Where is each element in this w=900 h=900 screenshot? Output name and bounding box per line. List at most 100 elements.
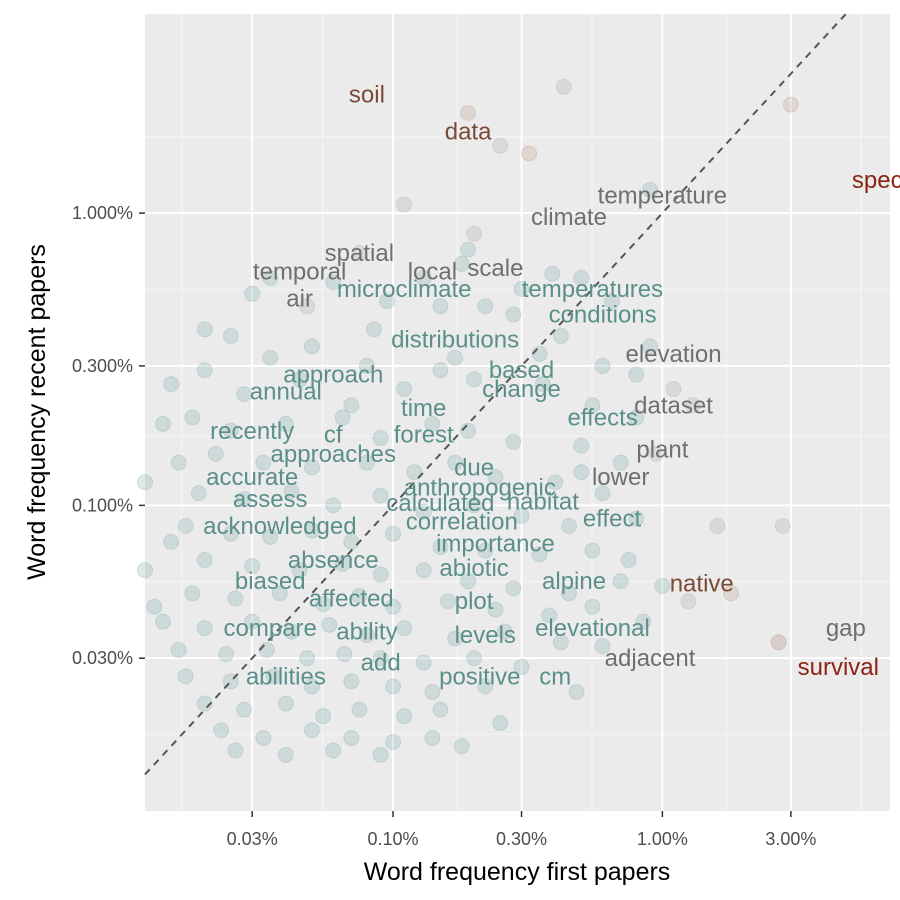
data-point (547, 474, 564, 491)
plot-panel (145, 14, 890, 811)
data-point (505, 306, 522, 323)
word-label-add: add (361, 649, 401, 676)
data-point (447, 454, 464, 471)
data-point (424, 415, 441, 432)
word-label-effect: effect (583, 506, 642, 533)
data-point (325, 274, 342, 291)
data-point (573, 269, 590, 286)
data-point (573, 464, 590, 481)
data-point (432, 701, 449, 718)
data-point (184, 585, 201, 602)
data-point (432, 539, 449, 556)
data-point (177, 668, 194, 685)
word-label-ability: ability (336, 619, 397, 646)
data-point (196, 321, 213, 338)
data-point (334, 409, 351, 426)
word-label-temporal: temporal (253, 259, 346, 286)
data-point (372, 650, 389, 667)
data-point (258, 641, 275, 658)
data-point (513, 280, 530, 297)
data-point (531, 546, 548, 563)
data-point (521, 145, 538, 162)
x-tick-label-3: 1.00% (637, 829, 688, 849)
word-label-change: change (482, 376, 561, 403)
data-point (447, 630, 464, 647)
word-label-elevation: elevation (625, 341, 721, 368)
word-label-abiotic: abiotic (439, 555, 508, 582)
data-point (513, 507, 530, 524)
data-point (283, 482, 300, 499)
word-label-correlation: correlation (406, 509, 518, 536)
data-point (477, 542, 494, 559)
data-point (396, 620, 413, 637)
word-label-plot: plot (455, 588, 494, 615)
word-label-recently: recently (210, 418, 294, 445)
data-point (262, 269, 279, 286)
word-label-habitat: habitat (507, 489, 579, 516)
x-axis-title: Word frequency first papers (364, 858, 671, 886)
y-tick-label-2: 0.300% (72, 356, 133, 376)
data-point (271, 585, 288, 602)
word-label-temperature: temperature (598, 182, 727, 209)
word-label-effects: effects (567, 404, 637, 431)
data-point (236, 491, 253, 508)
word-label-survival: survival (798, 654, 879, 681)
data-point (568, 683, 585, 700)
data-point (222, 327, 239, 344)
word-label-distributions: distributions (391, 326, 519, 353)
data-point (612, 573, 629, 590)
word-label-local: local (408, 259, 457, 286)
data-point (366, 321, 383, 338)
data-point (415, 503, 432, 520)
data-point (440, 593, 457, 610)
data-point (492, 137, 509, 154)
word-label-anthropogenic: anthropogenic (404, 475, 556, 502)
word-label-spatial: spatial (325, 240, 394, 267)
data-point (184, 409, 201, 426)
data-point (620, 552, 637, 569)
data-point (560, 517, 577, 534)
data-point (190, 485, 207, 502)
data-point (321, 616, 338, 633)
word-label-gap: gap (826, 615, 866, 642)
data-point (584, 598, 601, 615)
data-point (782, 96, 799, 113)
data-point (406, 464, 423, 481)
word-label-biased: biased (235, 568, 306, 595)
data-point (552, 327, 569, 344)
x-axis-ticks: 0.03% 0.10% 0.30% 1.00% 3.00% (227, 811, 816, 849)
word-label-elevational: elevational (535, 615, 650, 642)
data-point (213, 722, 230, 739)
word-label-acknowledged: acknowledged (203, 513, 356, 540)
y-tick-label-0: 0.030% (72, 648, 133, 668)
data-point (612, 454, 629, 471)
data-point (685, 397, 702, 414)
word-label-climate: climate (531, 204, 607, 231)
data-point (603, 293, 620, 310)
x-tick-label-4: 3.00% (765, 829, 816, 849)
data-point (372, 566, 389, 583)
data-point (262, 528, 279, 545)
data-point (774, 517, 791, 534)
data-point (303, 722, 320, 739)
grid-major (145, 14, 890, 811)
word-label-microclimate: microclimate (337, 276, 472, 303)
data-point (534, 376, 551, 393)
data-point (255, 454, 272, 471)
data-point (654, 577, 671, 594)
word-label-scale: scale (467, 255, 523, 282)
word-labels-layer: soildataspecietemperatureclimatespatialt… (203, 81, 900, 690)
data-point (415, 269, 432, 286)
data-point (584, 397, 601, 414)
data-point (680, 593, 697, 610)
data-point (594, 638, 611, 655)
data-point (385, 678, 402, 695)
word-label-lower: lower (592, 464, 649, 491)
data-point (137, 474, 153, 491)
data-point (291, 562, 308, 579)
data-point (552, 634, 569, 651)
y-axis-title: Word frequency recent papers (23, 244, 51, 580)
data-point (244, 613, 261, 630)
word-label-temperatures: temperatures (522, 276, 663, 303)
